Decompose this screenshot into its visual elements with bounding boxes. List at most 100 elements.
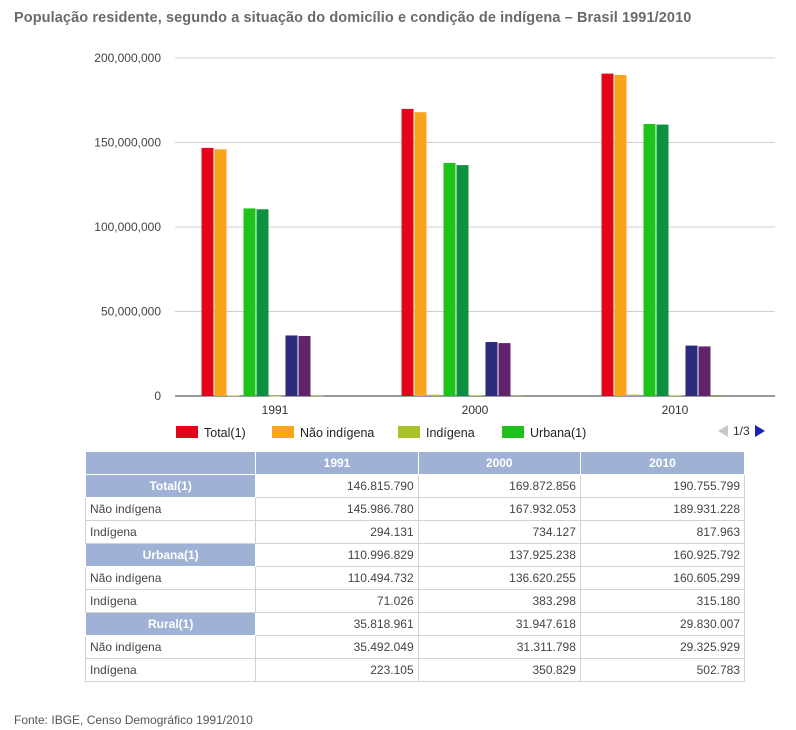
bar: [498, 343, 511, 396]
bar: [414, 112, 427, 397]
row-label: Não indígena: [84, 497, 257, 521]
bar: [711, 395, 724, 396]
column-header: 2010: [579, 451, 746, 475]
group-label: Urbana(1): [84, 543, 257, 567]
y-tick-label: 150,000,000: [94, 136, 161, 150]
header-blank-cell: [84, 451, 257, 475]
table-cell: 160.925.792: [579, 543, 746, 567]
table-cell: 35.492.049: [255, 635, 419, 659]
row-label: Não indígena: [84, 635, 257, 659]
bar: [485, 342, 498, 396]
bar: [698, 346, 711, 396]
table-group-row: Total(1) 146.815.790 169.872.856 190.755.79…: [84, 474, 746, 498]
y-tick-label: 0: [154, 389, 161, 403]
data-table: 1991 2000 2010 Total(1) 146.815.790 169.872.8…: [84, 451, 746, 682]
bar: [201, 147, 214, 396]
legend-pager: 1/3: [718, 424, 765, 438]
bar: [511, 395, 524, 397]
bar: [656, 124, 669, 397]
bar: [285, 335, 298, 396]
table-cell: 350.829: [417, 658, 581, 682]
table-cell: 223.105: [255, 658, 419, 682]
y-tick-label: 50,000,000: [101, 305, 161, 319]
table-cell: 29.830.007: [579, 612, 746, 636]
table-cell: 817.963: [579, 520, 746, 544]
table-row: Indígena 223.105 350.829 502.783: [84, 658, 746, 682]
table-row: Não indígena 145.986.780 167.932.053 189.93…: [84, 497, 746, 521]
table-cell: 29.325.929: [579, 635, 746, 659]
legend-page-label: 1/3: [733, 424, 750, 438]
legend-swatch: [398, 426, 420, 438]
table-row: Não indígena 110.494.732 136.620.255 160.60…: [84, 566, 746, 590]
row-label: Indígena: [84, 589, 257, 613]
source-note: Fonte: IBGE, Censo Demográfico 1991/2010: [14, 713, 253, 727]
legend-item[interactable]: Total(1): [176, 426, 246, 440]
table-row: Indígena 294.131 734.127 817.963: [84, 520, 746, 544]
legend-label: Total(1): [204, 426, 246, 440]
table-row: Não indígena 35.492.049 31.311.798 29.325.9…: [84, 635, 746, 659]
legend-next-arrow-icon[interactable]: [754, 425, 765, 437]
bar: [643, 124, 656, 397]
legend-item[interactable]: Não indígena: [272, 426, 374, 440]
row-label: Não indígena: [84, 566, 257, 590]
table-group-row: Urbana(1) 110.996.829 137.925.238 160.925.7…: [84, 543, 746, 567]
bar: [456, 165, 469, 396]
x-tick-label: 2000: [462, 403, 489, 417]
table-cell: 383.298: [417, 589, 581, 613]
bar: [443, 162, 456, 396]
table-row: Indígena 71.026 383.298 315.180: [84, 589, 746, 613]
y-tick-label: 200,000,000: [94, 51, 161, 65]
table-cell: 189.931.228: [579, 497, 746, 521]
table-cell: 31.947.618: [417, 612, 581, 636]
x-tick-label: 2010: [662, 403, 689, 417]
table-cell: 110.494.732: [255, 566, 419, 590]
table-cell: 167.932.053: [417, 497, 581, 521]
legend-label: Indígena: [426, 426, 475, 440]
table-cell: 294.131: [255, 520, 419, 544]
table-cell: 31.311.798: [417, 635, 581, 659]
bar: [243, 208, 256, 396]
table-cell: 146.815.790: [255, 474, 419, 498]
row-label: Indígena: [84, 520, 257, 544]
legend-prev-arrow-icon[interactable]: [718, 425, 728, 437]
chart-title: População residente, segundo a situação …: [14, 10, 692, 26]
column-header: 1991: [255, 451, 419, 475]
table-cell: 502.783: [579, 658, 746, 682]
table-cell: 145.986.780: [255, 497, 419, 521]
table-group-row: Rural(1) 35.818.961 31.947.618 29.830.007: [84, 612, 746, 636]
bar: [685, 345, 698, 396]
legend-swatch: [272, 426, 294, 438]
bar-chart: 0 50,000,000 100,000,000 150,000,000 200,000…: [94, 51, 775, 440]
table-cell: 169.872.856: [417, 474, 581, 498]
bar: [298, 336, 311, 396]
bar: [469, 395, 482, 396]
bar: [256, 209, 269, 396]
table-cell: 110.996.829: [255, 543, 419, 567]
table-cell: 71.026: [255, 589, 419, 613]
bar: [227, 395, 240, 397]
table-cell: 136.620.255: [417, 566, 581, 590]
legend-label: Urbana(1): [530, 426, 586, 440]
column-header: 2000: [417, 451, 581, 475]
legend-swatch: [502, 426, 524, 438]
table-cell: 190.755.799: [579, 474, 746, 498]
table-cell: 734.127: [417, 520, 581, 544]
x-tick-label: 1991: [262, 403, 289, 417]
bar: [669, 395, 682, 397]
legend-swatch: [176, 426, 198, 438]
table-header-row: 1991 2000 2010: [84, 451, 746, 475]
bar: [627, 394, 640, 396]
bar: [311, 395, 324, 397]
table-cell: 35.818.961: [255, 612, 419, 636]
legend-item[interactable]: Urbana(1): [502, 426, 586, 440]
legend-item[interactable]: Indígena: [398, 426, 475, 440]
group-label: Rural(1): [84, 612, 257, 636]
table-cell: 137.925.238: [417, 543, 581, 567]
group-label: Total(1): [84, 474, 257, 498]
bar: [214, 149, 227, 396]
row-label: Indígena: [84, 658, 257, 682]
bar: [269, 395, 282, 397]
bar: [614, 75, 627, 396]
bar: [427, 394, 440, 396]
table-cell: 315.180: [579, 589, 746, 613]
